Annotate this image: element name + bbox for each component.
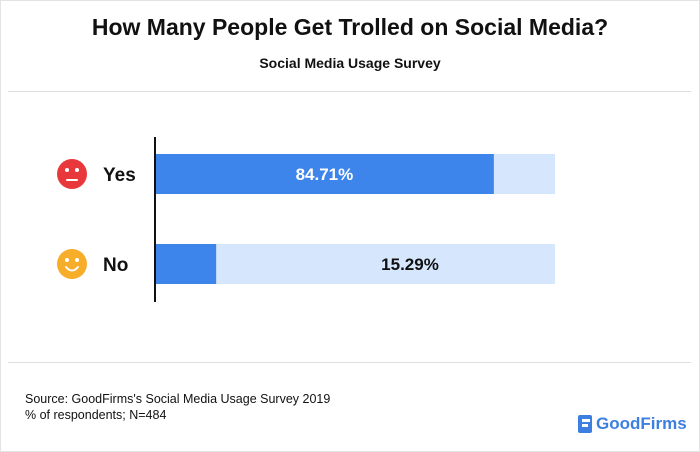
chart-title: How Many People Get Trolled on Social Me… — [91, 14, 609, 40]
value-label-no: 15.29% — [381, 255, 439, 274]
chart-subtitle: Social Media Usage Survey — [259, 55, 441, 71]
source-line: Source: GoodFirms's Social Media Usage S… — [25, 392, 331, 406]
top-divider — [8, 91, 691, 92]
goodfirms-brand: GoodFirms — [578, 414, 687, 434]
category-label-no: No — [103, 255, 128, 276]
category-label-yes: Yes — [103, 165, 136, 186]
goodfirms-logo-icon — [578, 415, 592, 433]
bar-no — [155, 244, 217, 284]
bar-yes — [155, 154, 494, 194]
sad-face-icon — [57, 159, 87, 189]
brand-name: GoodFirms — [596, 414, 687, 433]
value-label-yes: 84.71% — [296, 165, 354, 184]
respondents-line: % of respondents; N=484 — [25, 408, 167, 422]
bottom-divider — [8, 362, 691, 363]
happy-face-icon — [57, 249, 87, 279]
bar-track-no — [155, 244, 555, 284]
source-note: Source: GoodFirms's Social Media Usage S… — [25, 391, 330, 423]
